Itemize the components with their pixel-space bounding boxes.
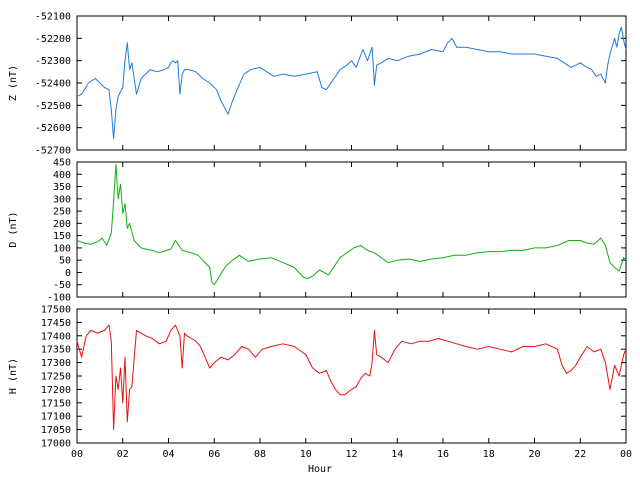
x-tick-label: 06 — [208, 449, 220, 460]
y-tick-label: 350 — [53, 182, 71, 193]
h-panel: 17500 17450 17400 17350 17300 17250 17200 17150… — [8, 305, 627, 450]
x-tick-label: 14 — [391, 449, 403, 460]
y-tick-label: -100 — [47, 293, 71, 304]
y-tick-label: 17400 — [41, 331, 71, 342]
y-tick-label: 50 — [59, 256, 71, 267]
y-tick-label: 17100 — [41, 412, 71, 423]
y-tick-label: 17350 — [41, 345, 71, 356]
y-tick-label: -52300 — [35, 56, 71, 67]
series-line — [76, 164, 627, 286]
y-tick-label: 17450 — [41, 318, 71, 329]
y-tick-label: -52600 — [35, 123, 71, 134]
x-tick-label: 18 — [483, 449, 495, 460]
z-panel: -52100 -52200 -52300 -52400 -52500 -52600 -527… — [8, 12, 627, 157]
y-tick-label: -52700 — [35, 146, 71, 157]
series-line — [76, 26, 627, 140]
y-tick-label: 17050 — [41, 425, 71, 436]
y-tick-label: 200 — [53, 219, 71, 230]
y-tick-label: -52200 — [35, 34, 71, 45]
x-tick-label: 12 — [345, 449, 357, 460]
x-axis-label: Hour — [308, 464, 332, 475]
y-tick-label: -52100 — [35, 12, 71, 23]
x-tick-label: 04 — [162, 449, 174, 460]
y-tick-label: -52400 — [35, 79, 71, 90]
y-tick-label: 150 — [53, 231, 71, 242]
x-tick-label: 22 — [574, 449, 586, 460]
y-tick-label: -50 — [53, 280, 71, 291]
x-tick-label: 16 — [437, 449, 449, 460]
y-axis-label: Z (nT) — [8, 65, 19, 101]
y-tick-label: 250 — [53, 207, 71, 218]
x-tick-label: 20 — [528, 449, 540, 460]
y-axis-label: H (nT) — [8, 358, 19, 394]
y-tick-label: -52500 — [35, 101, 71, 112]
y-tick-label: 17250 — [41, 372, 71, 383]
y-tick-label: 300 — [53, 194, 71, 205]
x-tick-label: 10 — [300, 449, 312, 460]
y-tick-label: 450 — [53, 158, 71, 169]
x-axis: 00 02 04 06 08 10 12 14 16 18 20 22 00 — [71, 449, 632, 460]
plot-frame — [76, 161, 627, 298]
y-tick-label: 17500 — [41, 305, 71, 316]
y-tick-label: 0 — [65, 268, 71, 279]
y-tick-label: 400 — [53, 170, 71, 181]
plot-frame — [76, 15, 627, 151]
x-tick-label: 08 — [254, 449, 266, 460]
x-tick-label: 02 — [117, 449, 129, 460]
y-axis-label: D (nT) — [8, 211, 19, 247]
series-line — [76, 324, 627, 431]
y-tick-label: 17150 — [41, 398, 71, 409]
plot-frame — [76, 308, 627, 444]
y-tick-label: 17200 — [41, 385, 71, 396]
y-tick-label: 17300 — [41, 358, 71, 369]
x-tick-label: 00 — [620, 449, 632, 460]
x-tick-label: 00 — [71, 449, 83, 460]
y-tick-label: 100 — [53, 243, 71, 254]
y-tick-label: 17000 — [41, 439, 71, 450]
